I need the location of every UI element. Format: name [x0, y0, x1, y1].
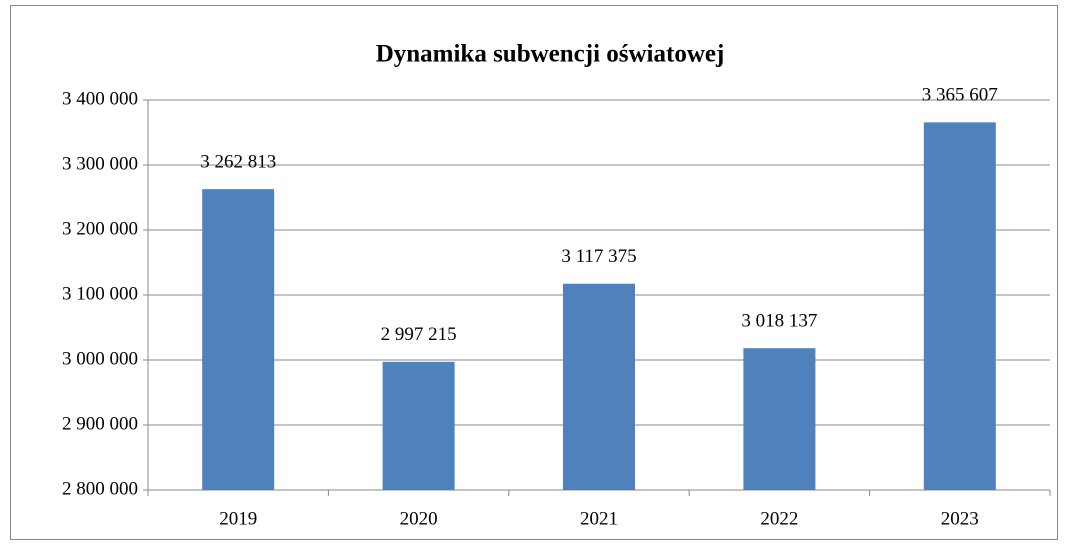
chart-frame: [10, 5, 1058, 540]
x-tick-label: 2023: [941, 508, 979, 529]
value-label: 3 262 813: [200, 152, 276, 173]
value-label: 3 117 375: [561, 246, 636, 267]
x-tick-label: 2022: [760, 508, 798, 529]
value-label: 2 997 215: [381, 324, 457, 345]
y-tick-label: 2 900 000: [62, 413, 138, 434]
y-tick-label: 3 300 000: [62, 153, 138, 174]
y-tick-label: 3 000 000: [62, 348, 138, 369]
x-tick-label: 2020: [400, 508, 438, 529]
x-tick-label: 2021: [580, 508, 618, 529]
value-label: 3 018 137: [741, 311, 817, 332]
bar: [382, 361, 455, 490]
x-tick-label: 2019: [219, 508, 257, 529]
chart-title: Dynamika subwencji oświatowej: [376, 41, 725, 68]
y-tick-label: 3 100 000: [62, 283, 138, 304]
value-label: 3 365 607: [922, 85, 998, 106]
bar: [743, 348, 816, 490]
bar: [202, 189, 275, 490]
bar: [923, 122, 996, 490]
bar: [563, 283, 635, 490]
y-tick-label: 3 400 000: [62, 88, 138, 109]
y-tick-label: 2 800 000: [62, 478, 138, 499]
y-tick-label: 3 200 000: [62, 218, 138, 239]
